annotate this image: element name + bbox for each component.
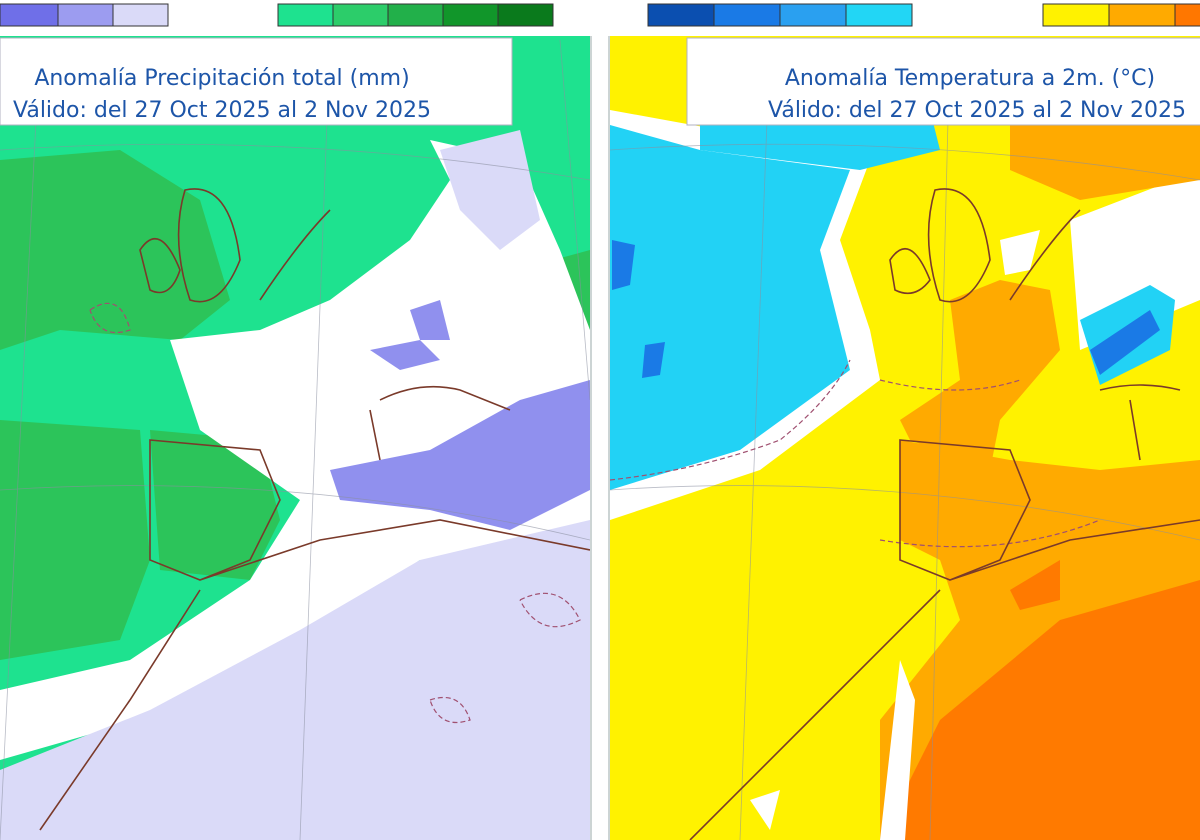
panel-subtitle: Válido: del 27 Oct 2025 al 2 Nov 2025 — [13, 98, 431, 123]
title-box — [0, 37, 513, 126]
panel-subtitle: Válido: del 27 Oct 2025 al 2 Nov 2025 — [768, 98, 1186, 123]
panel-title: Anomalía Temperatura a 2m. (°C) — [785, 66, 1155, 91]
legend-bars — [0, 3, 1200, 27]
temperature-map — [610, 36, 1200, 840]
panel-gap — [590, 36, 610, 840]
title-box — [686, 37, 1200, 126]
panel-title: Anomalía Precipitación total (mm) — [34, 66, 409, 91]
precipitation-map — [0, 36, 590, 840]
